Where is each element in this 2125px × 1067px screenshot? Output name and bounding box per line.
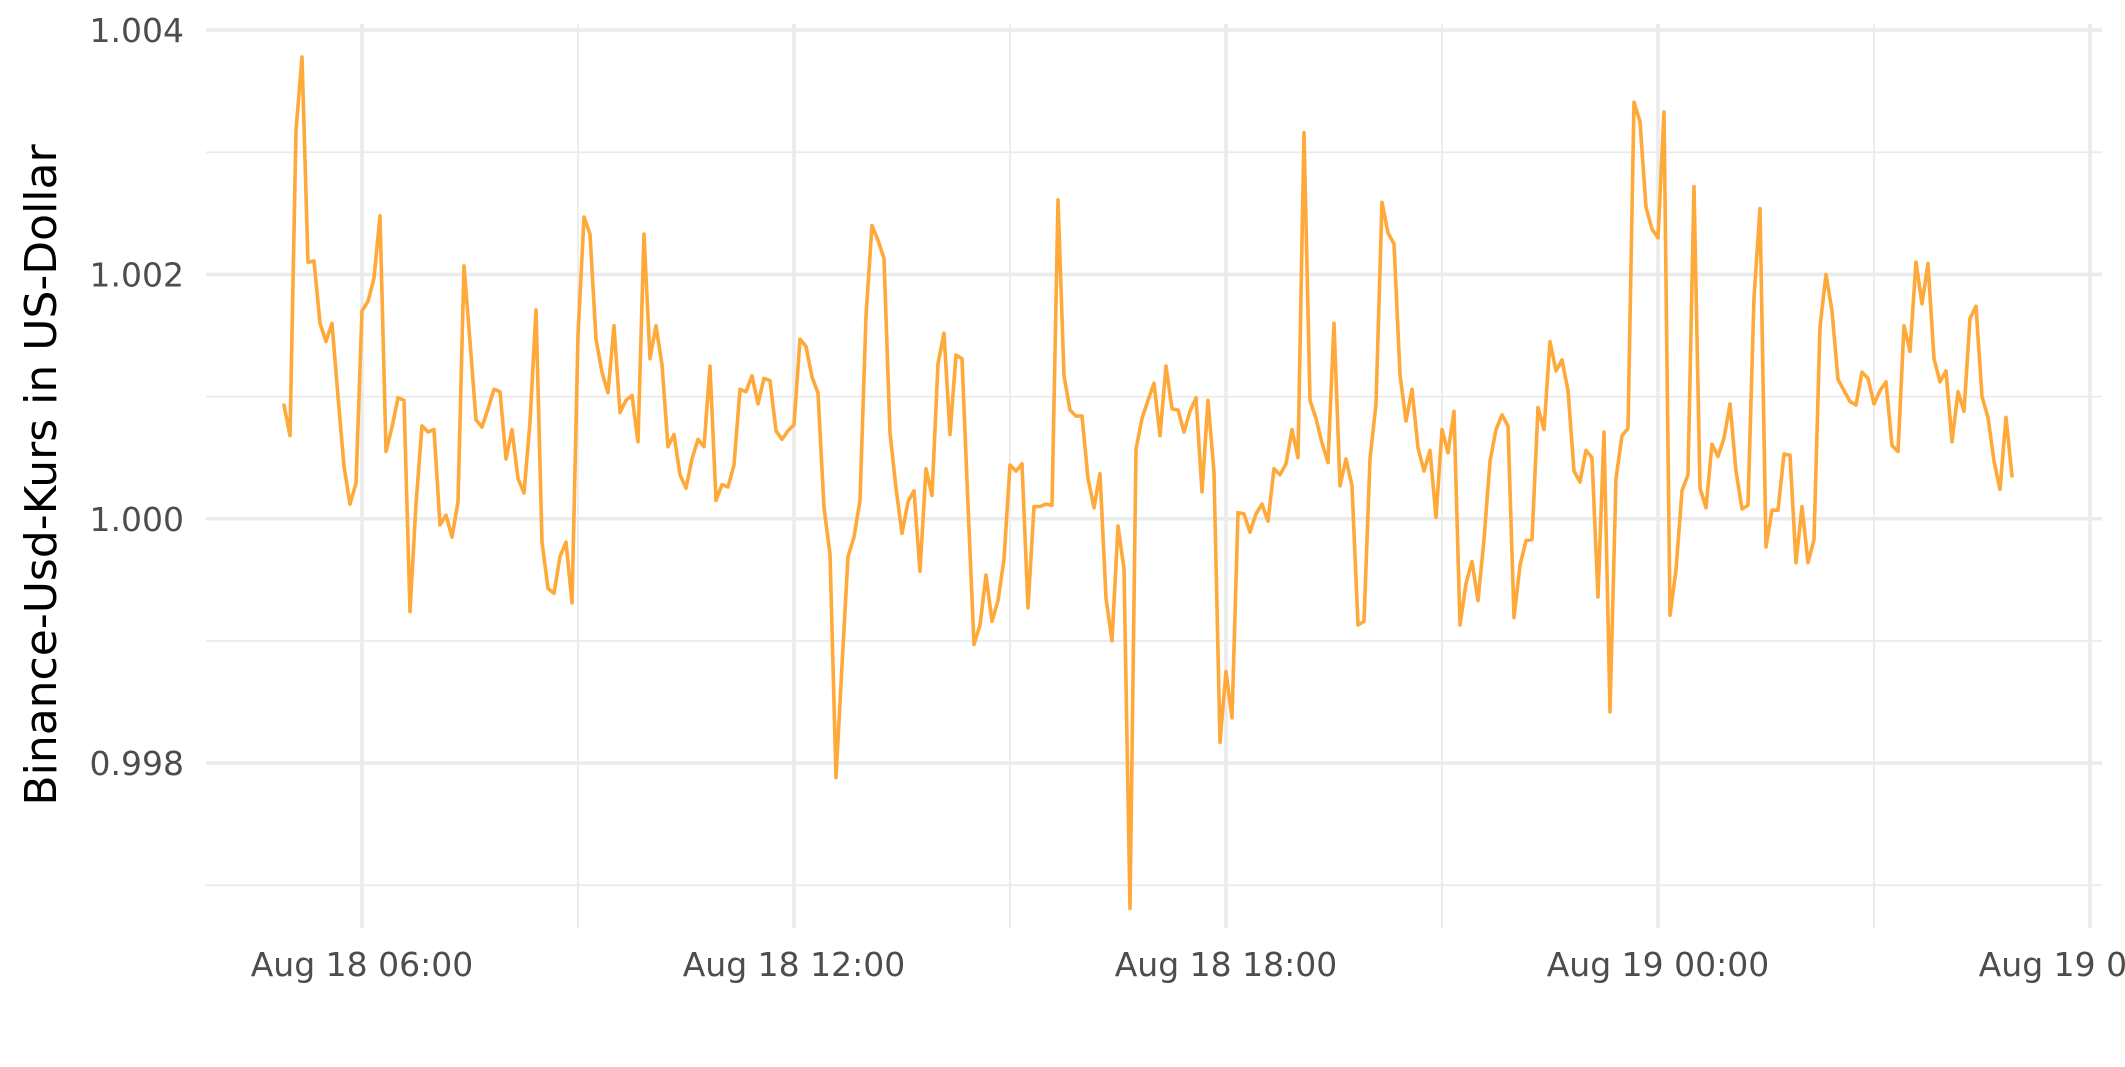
y-tick-label: 0.998 xyxy=(90,744,184,783)
x-tick-label: Aug 19 00:00 xyxy=(1547,945,1770,984)
y-tick-label: 1.002 xyxy=(90,255,184,294)
y-tick-label: 1.004 xyxy=(90,11,184,50)
x-tick-label: Aug 18 18:00 xyxy=(1115,945,1338,984)
tick-layer: Aug 18 06:00 Aug 18 12:00 Aug 18 18:00 Aug … xyxy=(90,11,2125,984)
y-axis-title: Binance-Usd-Kurs in US-Dollar xyxy=(16,144,67,806)
series-layer xyxy=(282,55,2014,911)
x-tick-label: Aug 18 12:00 xyxy=(683,945,906,984)
grid-layer xyxy=(206,24,2102,928)
y-tick-label: 1.000 xyxy=(90,500,184,539)
price-series-line xyxy=(282,55,2014,911)
x-tick-label: Aug 19 06:00 xyxy=(1979,945,2125,984)
x-tick-label: Aug 18 06:00 xyxy=(251,945,474,984)
